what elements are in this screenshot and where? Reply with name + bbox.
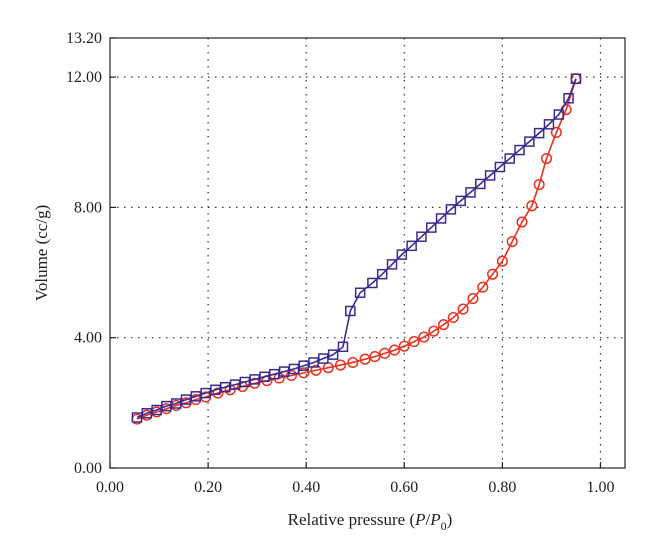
data-point-circle — [487, 268, 499, 280]
data-point-square — [445, 204, 457, 215]
data-point-circle — [570, 73, 582, 85]
data-point-square — [161, 400, 172, 412]
data-point-square — [396, 249, 408, 260]
data-point-square — [484, 170, 496, 181]
data-point-square — [514, 144, 525, 156]
data-point-circle — [496, 255, 508, 267]
data-point-circle — [526, 200, 538, 212]
data-point-circle — [388, 344, 401, 356]
plot-frame — [109, 37, 626, 469]
data-point-square — [308, 357, 319, 368]
x-tick-label: 0.20 — [194, 479, 222, 496]
data-point-square — [465, 187, 476, 198]
data-point-circle — [506, 236, 518, 248]
data-point-circle — [437, 319, 450, 331]
data-point-square — [327, 349, 339, 360]
data-point-circle — [457, 303, 469, 315]
data-point-square — [210, 384, 221, 396]
series-line — [136, 78, 577, 420]
data-point-square — [524, 136, 535, 147]
data-point-square — [278, 366, 290, 377]
data-point-square — [249, 374, 260, 385]
data-point-circle — [516, 216, 528, 228]
data-point-circle — [359, 353, 371, 365]
x-tick-label: 0.00 — [96, 479, 124, 496]
data-point-square — [345, 305, 356, 317]
data-point-square — [475, 178, 486, 190]
data-point-circle — [347, 356, 359, 369]
data-point-square — [406, 240, 417, 252]
data-point-square — [426, 222, 437, 233]
data-point-square — [298, 360, 309, 371]
data-point-square — [170, 398, 182, 409]
series-circle — [131, 73, 582, 425]
x-tick-label: 0.80 — [488, 479, 516, 496]
y-axis-title: Volume (cc/g) — [32, 205, 51, 301]
y-tick-label: 4.00 — [74, 330, 102, 347]
x-tick-label: 1.00 — [586, 479, 614, 496]
data-point-square — [376, 268, 388, 280]
data-point-square — [533, 127, 545, 139]
data-point-circle — [212, 387, 224, 399]
data-point-circle — [533, 179, 545, 191]
data-point-square — [570, 73, 582, 84]
y-tick-label: 8.00 — [74, 199, 102, 216]
series-layer — [131, 73, 582, 425]
series-square — [131, 73, 582, 423]
data-point-square — [239, 376, 251, 388]
data-point-square — [141, 408, 153, 419]
data-point-square — [229, 379, 241, 390]
y-tick-label: 0.00 — [74, 460, 102, 477]
data-point-circle — [477, 281, 489, 293]
data-point-circle — [310, 364, 322, 376]
y-tick-label: 13.20 — [66, 30, 102, 47]
y-tick-label: 12.00 — [66, 69, 102, 86]
data-point-circle — [550, 126, 562, 139]
data-point-square — [563, 93, 574, 104]
data-point-circle — [447, 311, 459, 324]
data-point-square — [190, 391, 202, 402]
data-point-square — [455, 195, 466, 207]
data-point-square — [151, 404, 162, 416]
data-point-square — [416, 231, 427, 242]
x-tick-label: 0.40 — [292, 479, 320, 496]
series-line — [136, 78, 577, 419]
data-point-square — [269, 368, 280, 380]
data-point-square — [131, 412, 143, 423]
x-axis-title: Relative pressure (P/P0) — [288, 510, 453, 533]
data-point-square — [553, 109, 565, 120]
data-point-circle — [408, 336, 420, 348]
data-point-circle — [540, 152, 553, 165]
data-point-circle — [418, 331, 430, 343]
data-point-circle — [369, 351, 381, 363]
tick-labels: 0.00 0.20 0.40 0.60 0.80 1.00 0.00 4.00 8.00 12.0… — [66, 30, 614, 496]
data-point-circle — [467, 293, 479, 305]
data-point-square — [288, 363, 300, 375]
data-point-circle — [398, 340, 410, 352]
data-point-square — [259, 371, 270, 383]
data-point-circle — [379, 347, 391, 359]
data-point-circle — [322, 362, 334, 374]
axis-ticks — [109, 37, 602, 469]
data-point-square — [220, 381, 231, 393]
x-tick-label: 0.60 — [390, 479, 418, 496]
data-point-square — [543, 119, 555, 130]
data-point-square — [180, 394, 192, 405]
data-point-circle — [334, 359, 347, 371]
data-point-square — [386, 259, 398, 270]
data-point-square — [367, 277, 378, 289]
data-point-square — [494, 161, 506, 173]
data-point-square — [354, 287, 366, 298]
data-point-square — [200, 387, 211, 399]
data-point-square — [504, 153, 515, 164]
data-point-square — [318, 353, 329, 364]
data-point-circle — [428, 325, 440, 337]
data-point-square — [435, 213, 447, 224]
data-point-square — [337, 341, 349, 353]
